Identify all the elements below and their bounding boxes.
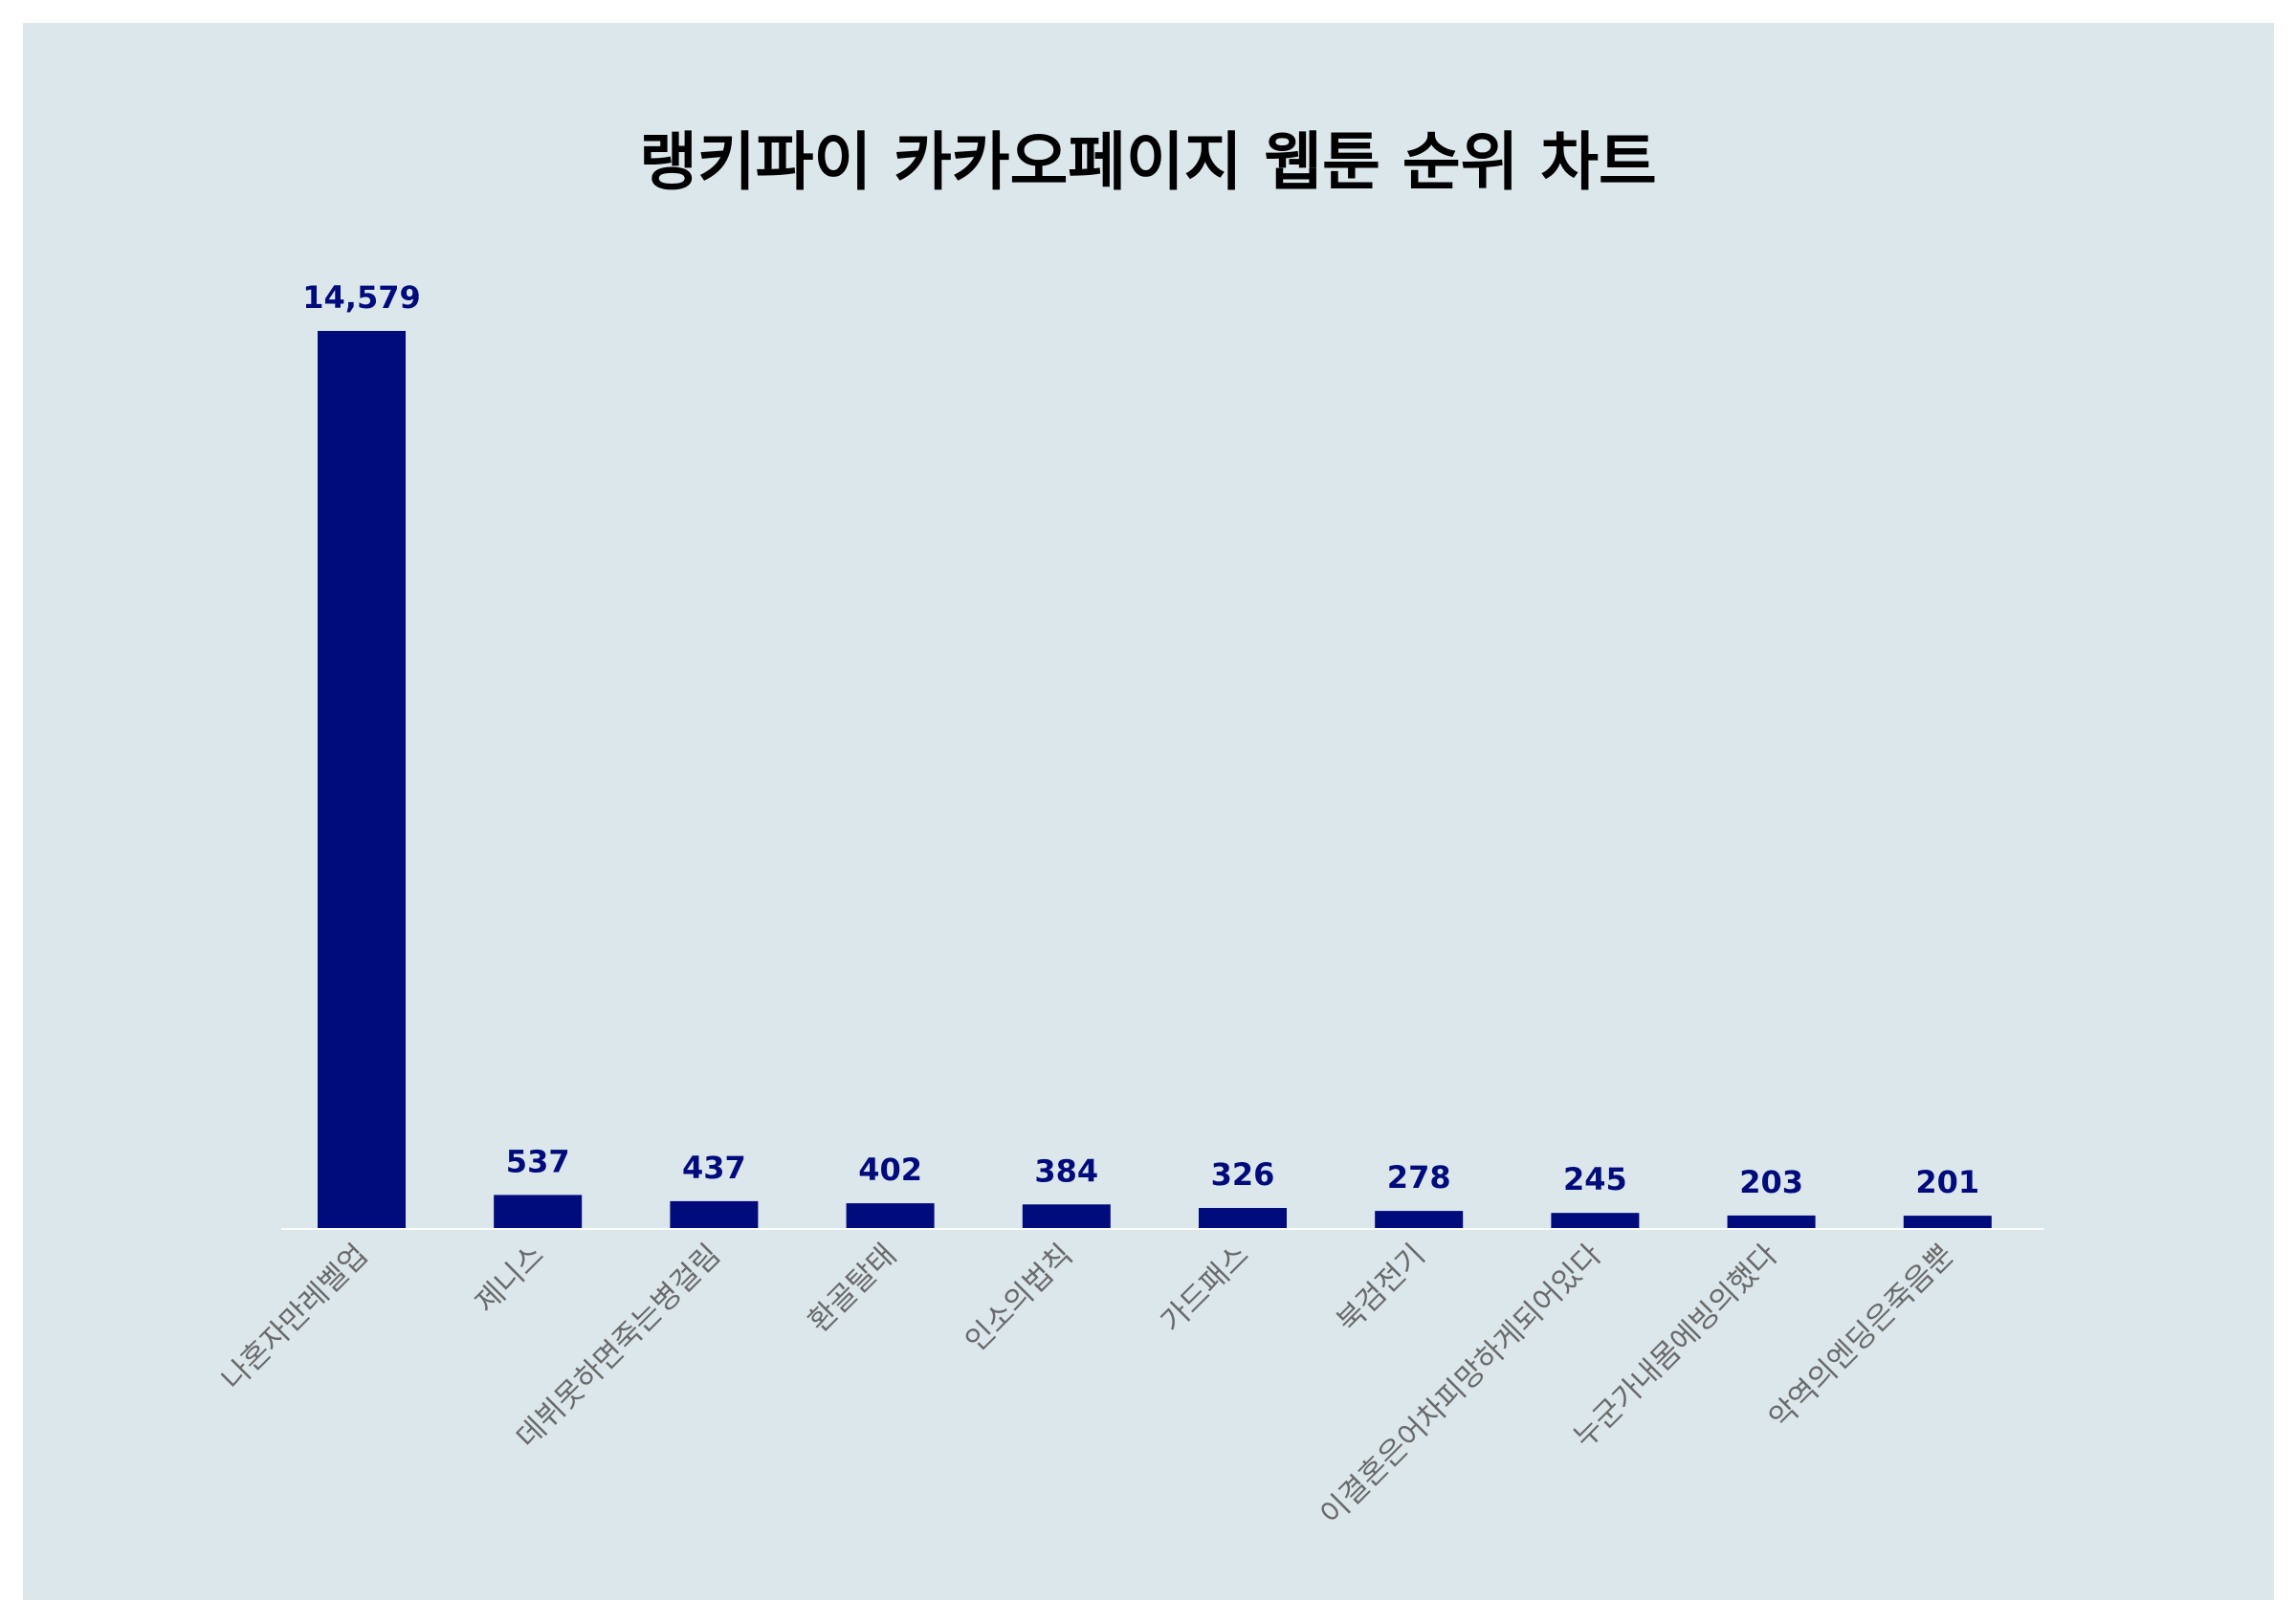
chart-title: 랭키파이 카카오페이지 웹툰 순위 차트 <box>639 125 1656 199</box>
bar-value-label-10: 201 <box>1915 1164 1979 1200</box>
bar-2 <box>494 1195 583 1228</box>
bar-10 <box>1903 1216 1992 1228</box>
chart-panel: 랭키파이 카카오페이지 웹툰 순위 차트 14,579 537 437 402 384 3… <box>23 23 2274 1600</box>
bar-value-label-6: 326 <box>1211 1156 1275 1193</box>
bar-5 <box>1022 1204 1111 1228</box>
bar-value-label-5: 384 <box>1034 1152 1098 1189</box>
bar-chart: 랭키파이 카카오페이지 웹툰 순위 차트 14,579 537 437 402 384 3… <box>23 23 2274 1600</box>
bar-value-label-2: 537 <box>506 1143 570 1179</box>
bar-value-label-9: 203 <box>1739 1164 1803 1200</box>
bar-7 <box>1375 1211 1464 1228</box>
bar-3 <box>670 1200 759 1228</box>
value-labels-layer: 14,579 537 437 402 384 326 278 245 203 201 <box>302 279 1979 1200</box>
bar-value-label-8: 245 <box>1563 1161 1627 1197</box>
bar-8 <box>1551 1213 1640 1228</box>
bar-value-label-7: 278 <box>1387 1159 1451 1196</box>
bar-value-label-4: 402 <box>858 1152 922 1188</box>
bar-9 <box>1727 1215 1816 1228</box>
bar-4 <box>846 1203 935 1228</box>
bar-6 <box>1199 1208 1287 1228</box>
bar-1 <box>318 331 406 1228</box>
bar-value-label-1: 14,579 <box>302 279 420 316</box>
bar-value-label-3: 437 <box>682 1150 746 1186</box>
bars-layer <box>318 331 1992 1228</box>
